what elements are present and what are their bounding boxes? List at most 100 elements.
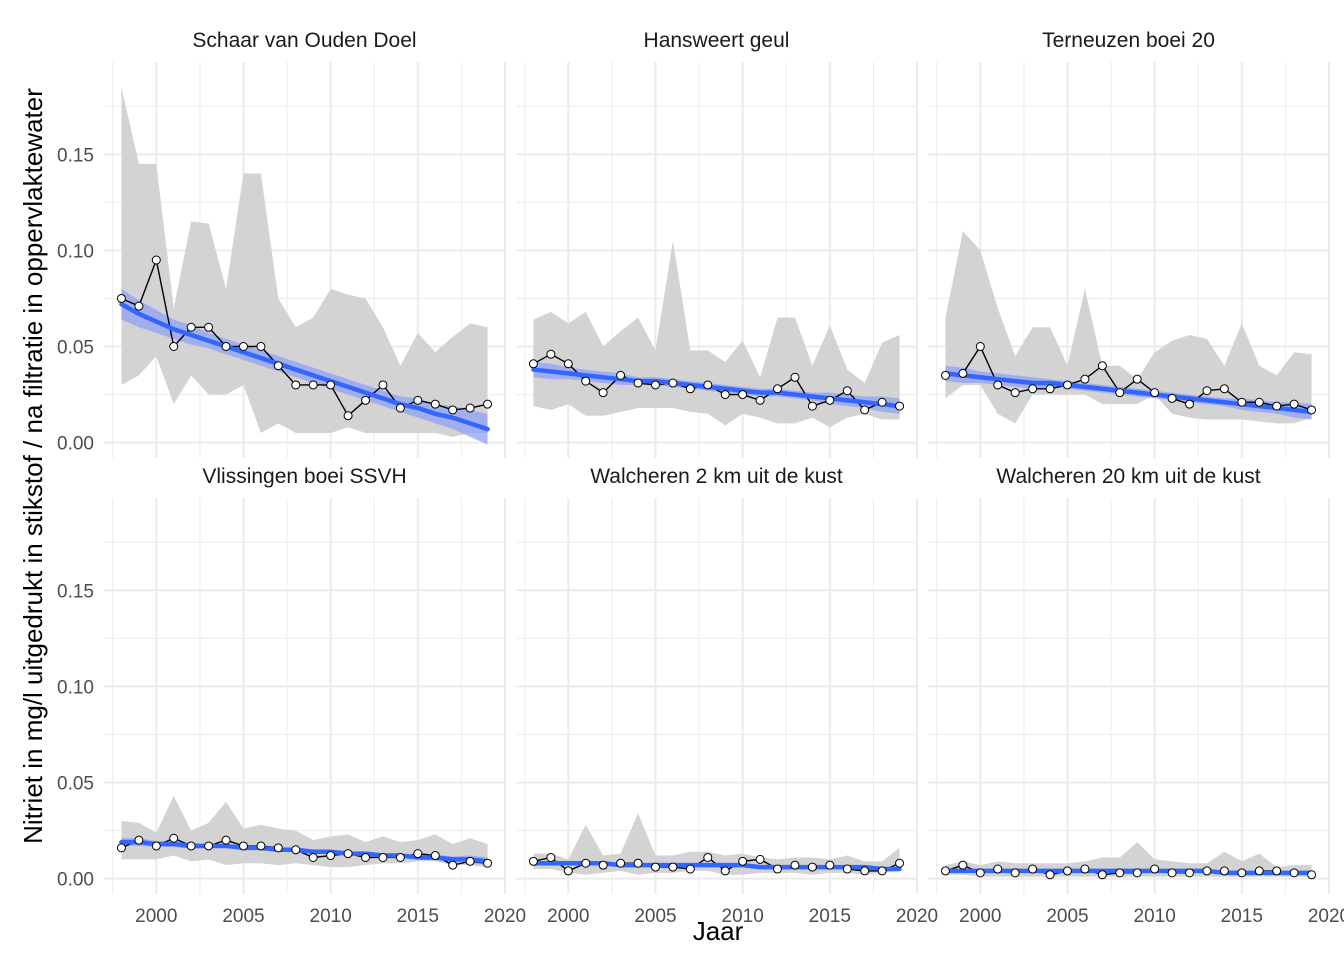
data-point	[169, 833, 179, 843]
x-tick-label: 2015	[1221, 906, 1263, 927]
panel: Walcheren 2 km uit de kust 2000 2005 2010 20…	[516, 465, 938, 927]
x-tick-label: 2015	[809, 906, 851, 927]
x-tick-label: 2010	[722, 906, 764, 927]
data-point	[378, 852, 388, 862]
x-tick-label: 2010	[1134, 906, 1176, 927]
data-point	[1272, 866, 1282, 876]
series-line	[121, 257, 488, 417]
y-tick-label: 0.05	[57, 338, 94, 359]
data-point	[308, 852, 318, 862]
panel: Walcheren 20 km uit de kust 2000 2005 2010 2…	[928, 465, 1344, 927]
range-band	[121, 795, 488, 868]
y-tick-label: 0.15	[57, 581, 94, 602]
data-point	[1045, 384, 1055, 394]
data-point	[1132, 374, 1142, 384]
data-point	[633, 858, 643, 868]
data-point	[598, 388, 608, 398]
data-point	[326, 851, 336, 861]
data-point	[528, 856, 538, 866]
data-point	[1167, 868, 1177, 878]
y-tick-label: 0.10	[57, 241, 94, 262]
y-tick-label: 0.00	[57, 434, 94, 455]
data-point	[790, 372, 800, 382]
series-line	[121, 837, 488, 866]
data-point	[790, 860, 800, 870]
data-point	[116, 293, 126, 303]
data-point	[685, 864, 695, 874]
x-tick-label: 2020	[1308, 906, 1344, 927]
data-point	[291, 845, 301, 855]
data-point	[1237, 868, 1247, 878]
data-point	[238, 342, 248, 352]
range-band	[533, 813, 900, 875]
trend-line	[531, 367, 902, 409]
data-point	[1045, 870, 1055, 880]
data-point	[204, 841, 214, 851]
data-point	[720, 866, 730, 876]
data-point	[1272, 401, 1282, 411]
data-point	[563, 359, 573, 369]
data-point	[151, 841, 161, 851]
data-point	[650, 862, 660, 872]
data-point	[877, 866, 887, 876]
data-point	[940, 866, 950, 876]
data-point	[221, 835, 231, 845]
data-point	[1219, 384, 1229, 394]
data-point	[343, 411, 353, 421]
panel-title: Walcheren 20 km uit de kust	[996, 465, 1260, 488]
data-point	[448, 860, 458, 870]
data-point	[1289, 868, 1299, 878]
data-point	[616, 858, 626, 868]
y-tick-label: 0.00	[57, 870, 94, 891]
data-point	[703, 380, 713, 390]
data-point	[1115, 868, 1125, 878]
data-point	[1028, 864, 1038, 874]
data-point	[483, 399, 493, 409]
data-point	[825, 860, 835, 870]
data-point	[1202, 866, 1212, 876]
y-tick-label: 0.05	[57, 774, 94, 795]
data-point	[186, 322, 196, 332]
data-point	[633, 378, 643, 388]
data-point	[895, 401, 905, 411]
data-point	[273, 361, 283, 371]
data-point	[1062, 380, 1072, 390]
data-point	[546, 852, 556, 862]
trend-line	[119, 839, 490, 864]
data-point	[1010, 388, 1020, 398]
data-point	[703, 852, 713, 862]
data-point	[204, 322, 214, 332]
x-tick-label: 2020	[484, 906, 526, 927]
data-point	[1097, 870, 1107, 880]
data-point	[1185, 868, 1195, 878]
data-point	[598, 860, 608, 870]
data-point	[448, 405, 458, 415]
range-band	[945, 231, 1312, 424]
data-point	[958, 860, 968, 870]
trend-line	[943, 868, 1314, 876]
trend-line	[943, 371, 1314, 415]
data-point	[361, 395, 371, 405]
trend-confidence-band	[121, 288, 488, 445]
data-point	[308, 380, 318, 390]
data-point	[116, 843, 126, 853]
data-point	[395, 403, 405, 413]
y-tick-label: 0.10	[57, 677, 94, 698]
data-point	[1202, 386, 1212, 396]
data-point	[151, 255, 161, 265]
data-point	[1307, 870, 1317, 880]
data-point	[546, 349, 556, 359]
data-point	[773, 864, 783, 874]
data-point	[940, 370, 950, 380]
data-point	[738, 856, 748, 866]
x-axis-title: Jaar	[693, 916, 744, 946]
data-point	[1080, 374, 1090, 384]
data-point	[1150, 388, 1160, 398]
data-point	[238, 841, 248, 851]
data-point	[993, 380, 1003, 390]
data-point	[1150, 864, 1160, 874]
data-point	[413, 395, 423, 405]
data-point	[134, 835, 144, 845]
data-point	[430, 399, 440, 409]
